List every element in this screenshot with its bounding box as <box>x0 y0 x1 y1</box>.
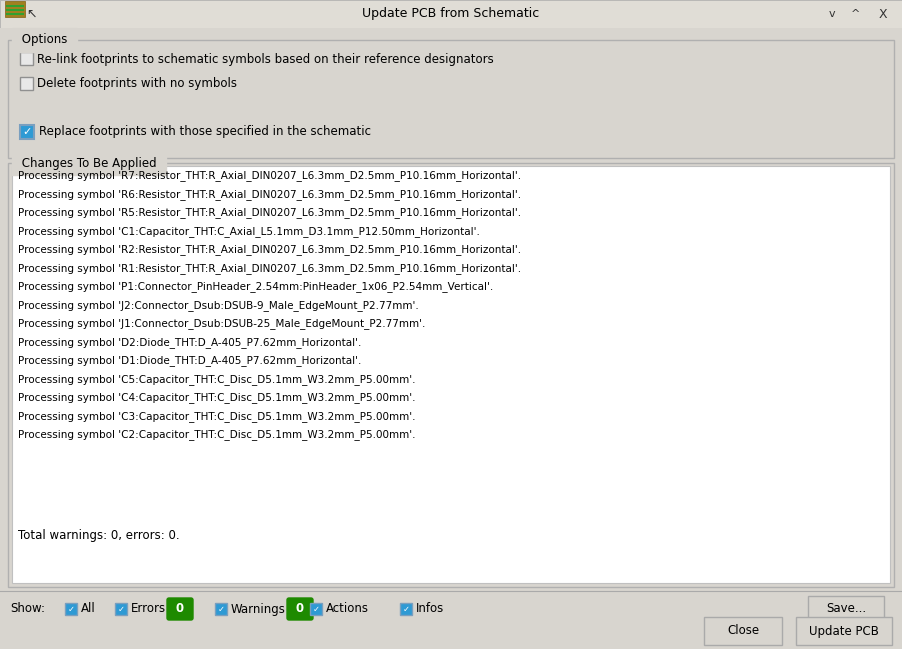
Bar <box>20 125 34 139</box>
Bar <box>0 0 902 28</box>
Text: X: X <box>879 8 888 21</box>
Text: Processing symbol 'C2:Capacitor_THT:C_Disc_D5.1mm_W3.2mm_P5.00mm'.: Processing symbol 'C2:Capacitor_THT:C_Di… <box>18 430 416 441</box>
Text: Processing symbol 'R5:Resistor_THT:R_Axial_DIN0207_L6.3mm_D2.5mm_P10.16mm_Horizo: Processing symbol 'R5:Resistor_THT:R_Axi… <box>18 208 521 219</box>
Text: ✓: ✓ <box>68 604 75 613</box>
FancyBboxPatch shape <box>704 617 782 645</box>
Text: ✓: ✓ <box>312 604 319 613</box>
Text: Save...: Save... <box>826 602 866 615</box>
Text: Warnings: Warnings <box>231 602 286 615</box>
Text: Options: Options <box>18 34 71 47</box>
Text: Update PCB from Schematic: Update PCB from Schematic <box>363 8 539 21</box>
Text: v: v <box>829 9 835 19</box>
Bar <box>6 5 24 7</box>
Text: Processing symbol 'C1:Capacitor_THT:C_Axial_L5.1mm_D3.1mm_P12.50mm_Horizontal'.: Processing symbol 'C1:Capacitor_THT:C_Ax… <box>18 226 480 237</box>
Text: ✓: ✓ <box>23 127 32 137</box>
Text: 0: 0 <box>296 602 304 615</box>
Text: Processing symbol 'R1:Resistor_THT:R_Axial_DIN0207_L6.3mm_D2.5mm_P10.16mm_Horizo: Processing symbol 'R1:Resistor_THT:R_Axi… <box>18 263 521 274</box>
Text: Processing symbol 'P1:Connector_PinHeader_2.54mm:PinHeader_1x06_P2.54mm_Vertical: Processing symbol 'P1:Connector_PinHeade… <box>18 282 493 293</box>
Bar <box>20 52 33 65</box>
Text: Infos: Infos <box>416 602 445 615</box>
Bar <box>12 166 890 583</box>
Bar <box>8 40 894 158</box>
Text: Update PCB: Update PCB <box>809 624 879 637</box>
Bar <box>65 603 77 615</box>
Text: ✓: ✓ <box>117 604 124 613</box>
Text: Replace footprints with those specified in the schematic: Replace footprints with those specified … <box>39 125 371 138</box>
Bar <box>8 163 894 587</box>
Text: Show:: Show: <box>10 602 45 615</box>
Bar <box>310 603 322 615</box>
Text: Processing symbol 'J1:Connector_Dsub:DSUB-25_Male_EdgeMount_P2.77mm'.: Processing symbol 'J1:Connector_Dsub:DSU… <box>18 319 426 330</box>
Bar <box>215 603 227 615</box>
Bar <box>5 1 25 17</box>
FancyBboxPatch shape <box>167 598 193 620</box>
Text: ✓: ✓ <box>217 604 225 613</box>
Text: Processing symbol 'C5:Capacitor_THT:C_Disc_D5.1mm_W3.2mm_P5.00mm'.: Processing symbol 'C5:Capacitor_THT:C_Di… <box>18 374 416 385</box>
Text: Processing symbol 'R7:Resistor_THT:R_Axial_DIN0207_L6.3mm_D2.5mm_P10.16mm_Horizo: Processing symbol 'R7:Resistor_THT:R_Axi… <box>18 171 521 182</box>
Text: Processing symbol 'C4:Capacitor_THT:C_Disc_D5.1mm_W3.2mm_P5.00mm'.: Processing symbol 'C4:Capacitor_THT:C_Di… <box>18 393 416 404</box>
Text: Close: Close <box>727 624 759 637</box>
Text: ↖: ↖ <box>26 8 36 21</box>
Text: Changes To Be Applied: Changes To Be Applied <box>18 156 161 169</box>
Bar <box>6 9 24 11</box>
FancyBboxPatch shape <box>287 598 313 620</box>
Text: ✓: ✓ <box>402 604 410 613</box>
Text: 0: 0 <box>176 602 184 615</box>
Text: Processing symbol 'J2:Connector_Dsub:DSUB-9_Male_EdgeMount_P2.77mm'.: Processing symbol 'J2:Connector_Dsub:DSU… <box>18 300 419 311</box>
Text: Processing symbol 'R6:Resistor_THT:R_Axial_DIN0207_L6.3mm_D2.5mm_P10.16mm_Horizo: Processing symbol 'R6:Resistor_THT:R_Axi… <box>18 189 521 200</box>
Bar <box>115 603 127 615</box>
Text: Total warnings: 0, errors: 0.: Total warnings: 0, errors: 0. <box>18 528 179 541</box>
FancyBboxPatch shape <box>808 596 884 622</box>
Bar <box>6 13 24 15</box>
Text: Processing symbol 'D1:Diode_THT:D_A-405_P7.62mm_Horizontal'.: Processing symbol 'D1:Diode_THT:D_A-405_… <box>18 356 362 367</box>
Text: Re-link footprints to schematic symbols based on their reference designators: Re-link footprints to schematic symbols … <box>37 53 493 66</box>
Bar <box>20 77 33 90</box>
Text: Processing symbol 'D2:Diode_THT:D_A-405_P7.62mm_Horizontal'.: Processing symbol 'D2:Diode_THT:D_A-405_… <box>18 337 362 348</box>
Text: Processing symbol 'R2:Resistor_THT:R_Axial_DIN0207_L6.3mm_D2.5mm_P10.16mm_Horizo: Processing symbol 'R2:Resistor_THT:R_Axi… <box>18 245 521 256</box>
Text: Actions: Actions <box>326 602 369 615</box>
Text: Errors: Errors <box>131 602 166 615</box>
Text: All: All <box>81 602 96 615</box>
Text: ^: ^ <box>851 9 861 19</box>
Text: Processing symbol 'C3:Capacitor_THT:C_Disc_D5.1mm_W3.2mm_P5.00mm'.: Processing symbol 'C3:Capacitor_THT:C_Di… <box>18 411 416 422</box>
Bar <box>400 603 412 615</box>
Text: Delete footprints with no symbols: Delete footprints with no symbols <box>37 77 237 90</box>
FancyBboxPatch shape <box>796 617 892 645</box>
